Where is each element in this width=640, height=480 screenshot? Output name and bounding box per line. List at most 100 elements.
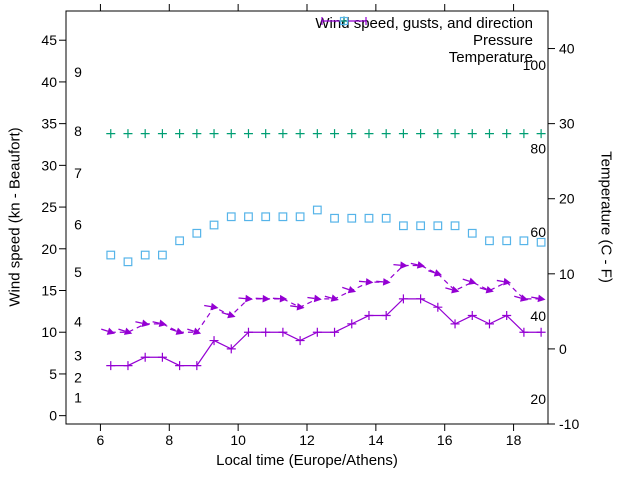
- y2-tick-label: 20: [559, 191, 575, 207]
- legend-label-wind: Wind speed, gusts, and direction: [315, 15, 533, 32]
- y1-tick-label: 45: [41, 32, 57, 48]
- temperature-point: [261, 212, 271, 222]
- gust-direction-arrow: [221, 310, 236, 319]
- gust-direction-arrow: [135, 319, 150, 327]
- gust-direction-arrow: [496, 277, 512, 286]
- y1-tick-label: 10: [41, 324, 57, 340]
- gusts-series: [101, 261, 546, 335]
- temperature-point: [502, 236, 512, 246]
- legend: Wind speed, gusts, and direction Pressur…: [315, 15, 533, 66]
- x-tick-label: 16: [437, 432, 453, 448]
- legend-label-temperature: Temperature: [448, 49, 533, 66]
- beaufort-label: 8: [74, 123, 82, 139]
- pressure-series: [106, 129, 546, 139]
- beaufort-label: 3: [74, 348, 82, 364]
- temperature-point: [433, 221, 443, 231]
- fahrenheit-inner-labels: 20 40 60 80 100: [523, 57, 547, 407]
- temperature-point: [519, 236, 529, 246]
- wind-speed-series: [106, 294, 546, 371]
- temperature-point: [467, 228, 477, 238]
- y1-axis-title: Wind speed (kn - Beaufort): [6, 127, 24, 307]
- temperature-point: [244, 212, 253, 222]
- y1-tick-label: 25: [41, 199, 57, 215]
- gust-direction-arrow: [479, 286, 494, 294]
- y2-tick-label: 10: [559, 266, 575, 282]
- x-tick-label: 18: [506, 432, 522, 448]
- fahrenheit-label: 40: [530, 308, 546, 324]
- gust-direction-arrow: [410, 261, 426, 269]
- temperature-point: [140, 250, 150, 260]
- beaufort-label: 6: [74, 217, 82, 233]
- gust-direction-arrow: [152, 319, 167, 327]
- fahrenheit-label: 80: [530, 140, 546, 156]
- gust-direction-arrow: [376, 278, 391, 286]
- y1-tick-label: 20: [41, 241, 57, 257]
- gust-direction-arrow: [358, 278, 374, 286]
- gust-direction-arrow: [118, 327, 133, 335]
- temperature-sample-rect: [340, 16, 349, 26]
- gust-direction-arrow: [324, 294, 339, 302]
- x-axis-title: Local time (Europe/Athens): [216, 452, 398, 469]
- temperature-point: [158, 250, 167, 260]
- gust-direction-arrow: [342, 285, 357, 294]
- temperature-point: [226, 212, 236, 222]
- beaufort-label: 1: [74, 389, 82, 405]
- y2-axis-title: Temperature (C - F): [597, 151, 615, 283]
- y2-axis-ticks: -10 0 10 20 30 40: [548, 41, 579, 432]
- temperature-point: [278, 212, 288, 222]
- temperature-point: [450, 221, 460, 231]
- y1-tick-label: 15: [41, 283, 57, 299]
- y1-tick-label: 40: [41, 74, 57, 90]
- gust-direction-arrow: [255, 294, 271, 303]
- temperature-point: [485, 236, 494, 246]
- fahrenheit-label: 20: [530, 391, 546, 407]
- temperature-point: [399, 221, 408, 231]
- gust-direction-arrow: [393, 261, 408, 269]
- gust-direction-arrow: [169, 327, 184, 335]
- temperature-point: [312, 205, 322, 215]
- temperature-point: [536, 237, 546, 247]
- fahrenheit-label: 100: [523, 57, 547, 73]
- beaufort-label: 5: [74, 264, 82, 280]
- beaufort-label: 4: [74, 313, 82, 329]
- temperature-point: [364, 213, 374, 223]
- gust-direction-arrow: [290, 303, 305, 311]
- x-tick-label: 6: [97, 432, 105, 448]
- gust-direction-arrow: [101, 327, 116, 335]
- plot-border: [65, 10, 549, 425]
- temperature-point: [175, 236, 185, 246]
- gust-direction-arrow: [531, 294, 546, 303]
- temperature-point: [295, 212, 305, 222]
- gust-direction-arrow: [272, 294, 288, 303]
- y1-axis-ticks: 0 5 10 15 20 25 30 35 40 45: [41, 32, 66, 424]
- beaufort-label: 7: [74, 165, 82, 181]
- x-axis-ticks: 6 8 10 12 14 16 18: [97, 4, 522, 448]
- temperature-point: [416, 221, 426, 231]
- beaufort-inner-labels: 1 2 3 4 5 6 7 8 9: [74, 64, 82, 405]
- fahrenheit-label: 60: [530, 224, 546, 240]
- temperature-point: [209, 220, 219, 230]
- y1-tick-label: 5: [49, 366, 57, 382]
- gust-direction-arrow: [204, 302, 219, 311]
- temperature-series: [106, 205, 546, 267]
- y2-tick-label: 30: [559, 116, 575, 132]
- y1-tick-label: 35: [41, 116, 57, 132]
- gust-direction-arrow: [428, 269, 443, 277]
- gust-direction-arrow: [187, 327, 202, 335]
- x-tick-label: 14: [368, 432, 384, 448]
- x-tick-label: 12: [299, 432, 315, 448]
- gust-direction-arrow: [514, 294, 529, 302]
- temperature-point: [347, 213, 357, 223]
- legend-item-pressure: Pressure: [315, 16, 533, 49]
- beaufort-label: 9: [74, 64, 82, 80]
- y2-tick-label: 40: [559, 41, 575, 57]
- x-tick-label: 8: [165, 432, 173, 448]
- temperature-point: [106, 250, 116, 260]
- legend-item-temperature: Temperature: [315, 16, 533, 66]
- y2-tick-label: 0: [559, 341, 567, 357]
- temperature-point: [192, 228, 202, 238]
- gust-direction-arrow: [307, 294, 322, 303]
- y1-tick-label: 30: [41, 157, 57, 173]
- temperature-point: [330, 213, 339, 223]
